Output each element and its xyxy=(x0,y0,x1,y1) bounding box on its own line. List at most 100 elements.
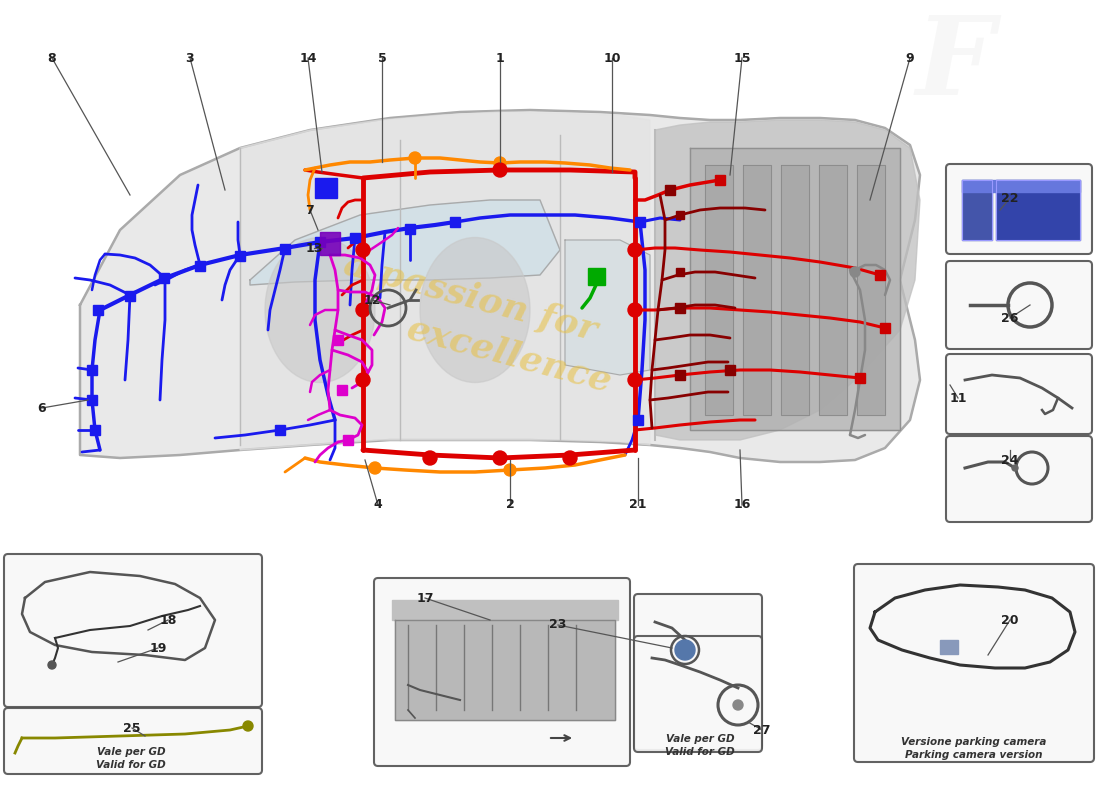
Text: Vale per GD: Vale per GD xyxy=(97,747,165,757)
Circle shape xyxy=(356,373,370,387)
FancyBboxPatch shape xyxy=(634,636,762,752)
Text: excellence: excellence xyxy=(404,311,616,399)
Polygon shape xyxy=(725,365,735,375)
Text: 12: 12 xyxy=(363,294,381,306)
Text: 3: 3 xyxy=(186,51,195,65)
Polygon shape xyxy=(395,620,615,720)
Text: 9: 9 xyxy=(905,51,914,65)
Polygon shape xyxy=(635,217,645,227)
Polygon shape xyxy=(855,373,865,383)
Polygon shape xyxy=(275,425,285,435)
Text: 22: 22 xyxy=(1001,191,1019,205)
Circle shape xyxy=(356,303,370,317)
Circle shape xyxy=(563,451,578,465)
Text: 11: 11 xyxy=(949,391,967,405)
Text: 27: 27 xyxy=(754,723,771,737)
Polygon shape xyxy=(320,232,340,255)
Circle shape xyxy=(493,451,507,465)
FancyBboxPatch shape xyxy=(946,164,1092,254)
Circle shape xyxy=(1012,465,1018,471)
Circle shape xyxy=(356,243,370,257)
Circle shape xyxy=(675,640,695,660)
Text: Parking camera version: Parking camera version xyxy=(905,750,1043,760)
Circle shape xyxy=(628,243,642,257)
Polygon shape xyxy=(94,305,103,315)
Polygon shape xyxy=(676,268,684,276)
Polygon shape xyxy=(857,165,886,415)
Polygon shape xyxy=(676,211,684,219)
Ellipse shape xyxy=(265,238,375,382)
Polygon shape xyxy=(315,178,337,198)
Polygon shape xyxy=(820,165,847,415)
Polygon shape xyxy=(676,304,684,312)
Polygon shape xyxy=(940,640,958,654)
Text: Valid for GD: Valid for GD xyxy=(666,747,735,757)
Circle shape xyxy=(494,157,506,169)
Circle shape xyxy=(504,464,516,476)
Polygon shape xyxy=(160,273,169,283)
FancyBboxPatch shape xyxy=(4,554,262,707)
FancyBboxPatch shape xyxy=(946,436,1092,522)
Text: a passion for: a passion for xyxy=(340,246,601,347)
Polygon shape xyxy=(742,165,771,415)
Polygon shape xyxy=(343,435,353,445)
Polygon shape xyxy=(632,415,644,425)
Text: 13: 13 xyxy=(306,242,322,254)
Polygon shape xyxy=(450,217,460,227)
Polygon shape xyxy=(392,600,618,620)
Text: 18: 18 xyxy=(160,614,177,626)
Text: 25: 25 xyxy=(123,722,141,734)
Polygon shape xyxy=(874,270,886,280)
Circle shape xyxy=(733,700,742,710)
Text: Valid for GD: Valid for GD xyxy=(96,760,166,770)
Polygon shape xyxy=(962,180,1080,192)
FancyBboxPatch shape xyxy=(374,578,630,766)
Text: 16: 16 xyxy=(734,498,750,511)
Polygon shape xyxy=(962,180,992,240)
Circle shape xyxy=(493,163,507,177)
Text: Vale per GD: Vale per GD xyxy=(666,734,735,744)
Polygon shape xyxy=(235,251,245,261)
Polygon shape xyxy=(315,237,324,247)
Circle shape xyxy=(424,451,437,465)
Circle shape xyxy=(628,303,642,317)
FancyBboxPatch shape xyxy=(946,261,1092,349)
Polygon shape xyxy=(405,224,415,234)
Polygon shape xyxy=(250,200,560,285)
Polygon shape xyxy=(87,395,97,405)
Polygon shape xyxy=(87,365,97,375)
Text: Versione parking camera: Versione parking camera xyxy=(901,737,1047,747)
Polygon shape xyxy=(588,268,605,285)
FancyBboxPatch shape xyxy=(4,708,262,774)
Text: 15: 15 xyxy=(734,51,750,65)
Text: 6: 6 xyxy=(37,402,46,414)
Polygon shape xyxy=(675,370,685,380)
Polygon shape xyxy=(781,165,808,415)
Circle shape xyxy=(368,462,381,474)
Polygon shape xyxy=(666,185,675,195)
Text: 23: 23 xyxy=(549,618,566,631)
Text: 7: 7 xyxy=(306,203,315,217)
Circle shape xyxy=(850,267,860,277)
Polygon shape xyxy=(195,261,205,271)
FancyBboxPatch shape xyxy=(854,564,1094,762)
Polygon shape xyxy=(240,112,650,450)
Polygon shape xyxy=(80,110,920,462)
Polygon shape xyxy=(565,240,650,375)
Text: 14: 14 xyxy=(299,51,317,65)
Polygon shape xyxy=(333,335,343,345)
Circle shape xyxy=(48,661,56,669)
Text: F: F xyxy=(915,11,994,118)
Polygon shape xyxy=(690,148,900,430)
Polygon shape xyxy=(675,303,685,313)
Polygon shape xyxy=(350,233,360,243)
Text: 17: 17 xyxy=(416,591,433,605)
Polygon shape xyxy=(280,244,290,254)
Text: 26: 26 xyxy=(1001,311,1019,325)
Polygon shape xyxy=(654,120,920,440)
Circle shape xyxy=(243,721,253,731)
Text: 4: 4 xyxy=(374,498,383,511)
Text: 8: 8 xyxy=(47,51,56,65)
FancyBboxPatch shape xyxy=(634,594,762,750)
Text: 2: 2 xyxy=(506,498,515,511)
